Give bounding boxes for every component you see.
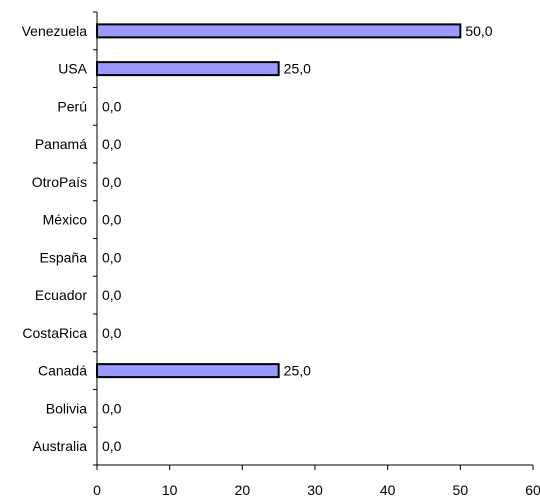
value-label: 0,0 bbox=[102, 98, 122, 114]
category-label: OtroPaís bbox=[32, 174, 87, 190]
category-label: Ecuador bbox=[35, 287, 87, 303]
bar-9 bbox=[96, 363, 280, 379]
value-label: 0,0 bbox=[102, 136, 122, 152]
category-labels-group: Venezuela USA Perú Panamá OtroPaís México Espa… bbox=[22, 23, 88, 454]
bars-group bbox=[96, 23, 462, 379]
value-label: 0,0 bbox=[102, 438, 122, 454]
category-label: México bbox=[43, 212, 88, 228]
x-tick-label: 20 bbox=[235, 482, 251, 498]
value-labels-group: 50,0 25,0 0,0 0,0 0,0 0,0 0,0 0,0 0,0 25,0 0,0 0,0 bbox=[102, 23, 493, 454]
value-label: 0,0 bbox=[102, 212, 122, 228]
category-label: Australia bbox=[33, 438, 88, 454]
category-label: USA bbox=[58, 61, 87, 77]
x-tick-label: 30 bbox=[307, 482, 323, 498]
category-label: Bolivia bbox=[46, 400, 87, 416]
x-tick-label: 0 bbox=[93, 482, 101, 498]
category-label: España bbox=[40, 249, 88, 265]
value-label: 50,0 bbox=[465, 23, 492, 39]
x-tick-label: 40 bbox=[380, 482, 396, 498]
category-label: Perú bbox=[57, 98, 87, 114]
value-label: 0,0 bbox=[102, 249, 122, 265]
category-label: CostaRica bbox=[22, 325, 87, 341]
value-label: 25,0 bbox=[284, 363, 311, 379]
bar-0 bbox=[96, 23, 462, 39]
bar-1 bbox=[96, 61, 280, 77]
value-label: 25,0 bbox=[284, 61, 311, 77]
value-label: 0,0 bbox=[102, 174, 122, 190]
value-label: 0,0 bbox=[102, 400, 122, 416]
value-label: 0,0 bbox=[102, 325, 122, 341]
category-label: Canadá bbox=[38, 363, 87, 379]
x-tick-label: 60 bbox=[525, 482, 540, 498]
category-label: Panamá bbox=[35, 136, 87, 152]
category-label: Venezuela bbox=[22, 23, 88, 39]
x-tick-label: 10 bbox=[162, 482, 178, 498]
x-tick-label: 50 bbox=[453, 482, 469, 498]
value-label: 0,0 bbox=[102, 287, 122, 303]
x-axis-ticks-group: 0 10 20 30 40 50 60 bbox=[93, 11, 540, 498]
